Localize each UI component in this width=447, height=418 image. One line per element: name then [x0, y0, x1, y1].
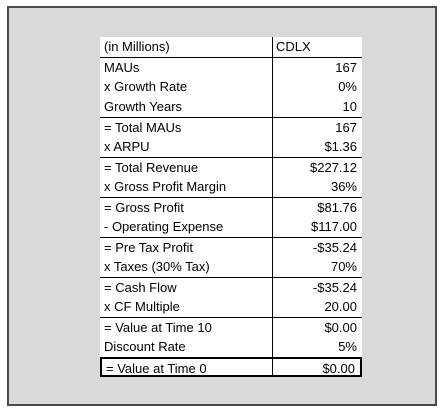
table-row-value-time-10: = Value at Time 10 $0.00	[100, 317, 362, 337]
background-panel: (in Millions) CDLX MAUs 167 x Growth Rat…	[7, 6, 437, 406]
row-label: x Growth Rate	[104, 79, 188, 94]
row-label: x ARPU	[104, 139, 150, 154]
row-value: 0%	[338, 79, 357, 94]
row-label: x Gross Profit Margin	[104, 179, 227, 194]
table-row-arpu: x ARPU $1.36	[100, 137, 362, 157]
row-value: 10	[342, 99, 357, 114]
table-row-total-revenue: = Total Revenue $227.12	[100, 157, 362, 177]
row-value: 36%	[330, 179, 357, 194]
table-row-value-time-0: = Value at Time 0 $0.00	[100, 357, 362, 377]
table-header-row: (in Millions) CDLX	[100, 37, 362, 57]
row-value: 20.00	[324, 299, 357, 314]
row-value: $227.12	[310, 160, 357, 175]
table-row-total-maus: = Total MAUs 167	[100, 117, 362, 137]
row-label: = Pre Tax Profit	[104, 240, 193, 255]
row-value: $0.00	[324, 320, 357, 335]
row-label: x CF Multiple	[104, 299, 180, 314]
row-label: - Operating Expense	[104, 219, 224, 234]
table-row-discount-rate: Discount Rate 5%	[100, 337, 362, 357]
table-row-cash-flow: = Cash Flow -$35.24	[100, 277, 362, 297]
row-label: = Total Revenue	[104, 160, 199, 175]
row-value: $1.36	[324, 139, 357, 154]
row-value: 167	[335, 120, 357, 135]
table-row-pre-tax-profit: = Pre Tax Profit -$35.24	[100, 237, 362, 257]
table-row-maus: MAUs 167	[100, 57, 362, 77]
row-label: = Gross Profit	[104, 200, 184, 215]
header-label: (in Millions)	[104, 39, 170, 54]
table-row-cf-multiple: x CF Multiple 20.00	[100, 297, 362, 317]
row-label: Growth Years	[104, 99, 183, 114]
row-label: = Total MAUs	[104, 120, 182, 135]
table-row-gross-profit-margin: x Gross Profit Margin 36%	[100, 177, 362, 197]
row-label: MAUs	[104, 60, 140, 75]
header-column-ticker: CDLX	[276, 39, 311, 54]
row-value: $81.76	[317, 200, 357, 215]
row-label: = Value at Time 10	[104, 320, 212, 335]
table-row-taxes: x Taxes (30% Tax) 70%	[100, 257, 362, 277]
row-value: 70%	[330, 259, 357, 274]
table-row-growth-years: Growth Years 10	[100, 97, 362, 117]
row-label: Discount Rate	[104, 339, 186, 354]
row-value: -$35.24	[312, 240, 357, 255]
row-value: 5%	[338, 339, 357, 354]
row-label: = Cash Flow	[104, 280, 177, 295]
table-row-operating-expense: - Operating Expense $117.00	[100, 217, 362, 237]
row-value: $117.00	[310, 219, 357, 234]
row-value: -$35.24	[312, 280, 357, 295]
table-row-growth-rate: x Growth Rate 0%	[100, 77, 362, 97]
row-label: = Value at Time 0	[106, 361, 207, 376]
table-row-gross-profit: = Gross Profit $81.76	[100, 197, 362, 217]
row-label: x Taxes (30% Tax)	[104, 259, 210, 274]
row-value: 167	[335, 60, 357, 75]
valuation-table: (in Millions) CDLX MAUs 167 x Growth Rat…	[100, 37, 362, 377]
row-value: $0.00	[322, 361, 355, 376]
column-divider	[272, 37, 273, 377]
